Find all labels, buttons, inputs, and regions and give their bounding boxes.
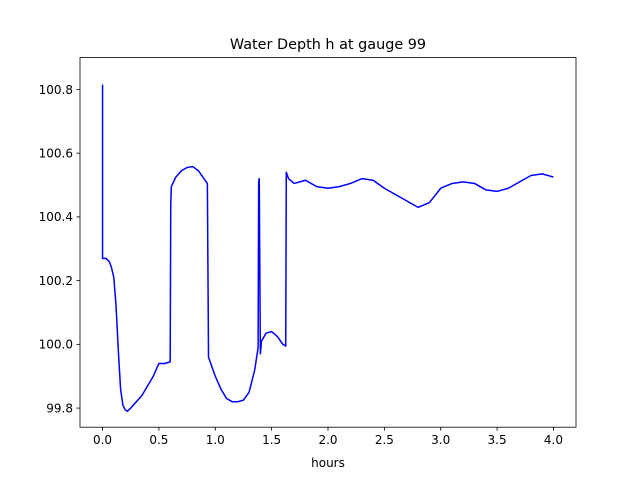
x-axis: 0.0 0.5 1.0 1.5 2.0 2.5 3.0 3.5 4.0	[93, 427, 563, 447]
x-tick-label: 2.0	[318, 433, 337, 447]
x-tick-label: 2.5	[375, 433, 394, 447]
y-tick-label: 100.8	[39, 83, 73, 97]
axes-frame	[79, 57, 577, 428]
x-tick-label: 1.0	[206, 433, 225, 447]
x-tick-label: 3.5	[488, 433, 507, 447]
x-tick-label: 4.0	[544, 433, 563, 447]
y-tick-label: 100.4	[39, 210, 73, 224]
series-line-0	[101, 84, 554, 413]
x-axis-label: hours	[311, 456, 345, 470]
y-tick-label: 99.8	[46, 401, 73, 415]
x-tick-label: 3.0	[431, 433, 450, 447]
plot-area	[79, 57, 577, 428]
x-tick-label: 0.5	[149, 433, 168, 447]
y-tick-label: 100.2	[39, 274, 73, 288]
y-tick-label: 100.0	[39, 338, 73, 352]
y-axis: 99.8 100.0 100.2 100.4 100.6 100.8	[39, 83, 80, 415]
x-tick-label: 1.5	[262, 433, 281, 447]
chart-title: Water Depth h at gauge 99	[230, 37, 426, 53]
x-tick-label: 0.0	[93, 433, 112, 447]
y-tick-label: 100.6	[39, 146, 73, 160]
